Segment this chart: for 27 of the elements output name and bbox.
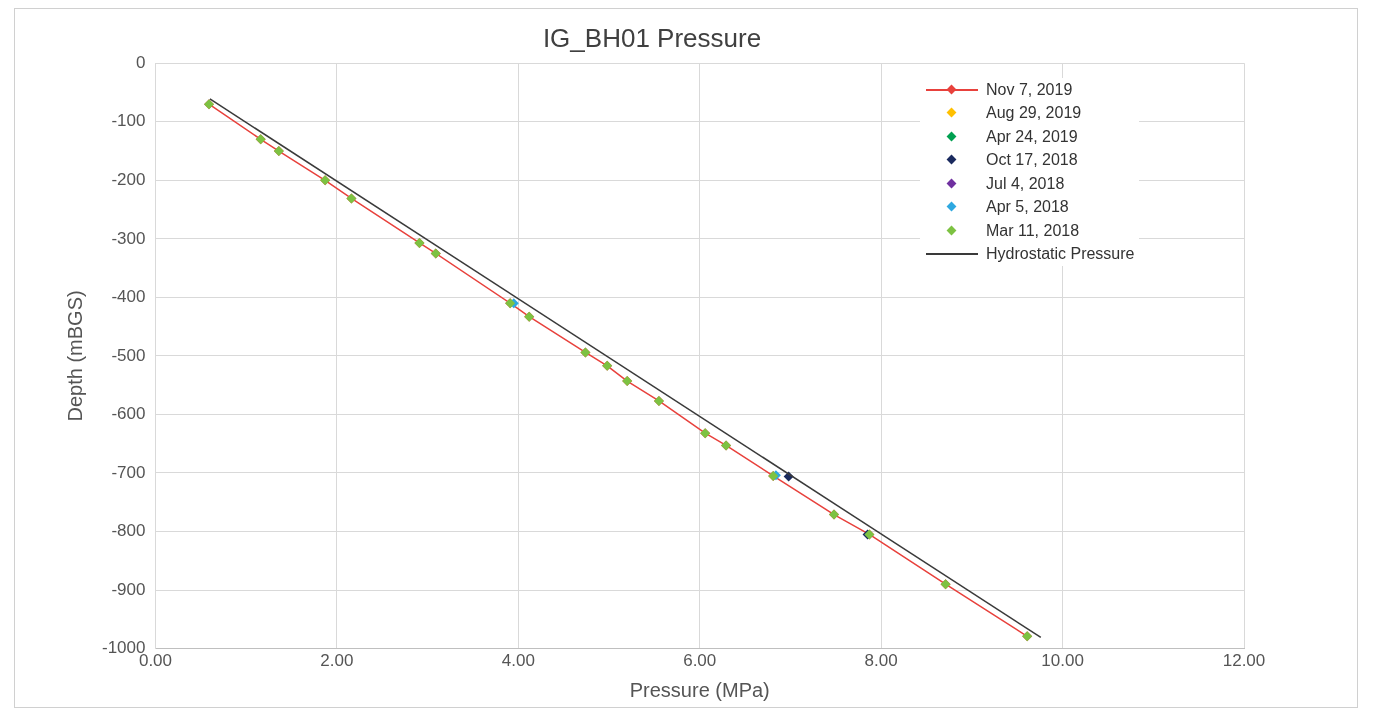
- y-tick-label: -100: [111, 111, 146, 131]
- x-tick-label: 4.00: [501, 651, 535, 671]
- x-tick-label: 10.00: [1041, 651, 1084, 671]
- y-tick-label: -800: [111, 521, 146, 541]
- legend-label: Aug 29, 2019: [986, 104, 1082, 123]
- x-tick-label: 8.00: [864, 651, 898, 671]
- y-tick-label: -400: [111, 287, 146, 307]
- legend-label: Oct 17, 2018: [986, 151, 1078, 170]
- x-tick-label: 12.00: [1222, 651, 1266, 671]
- y-tick-label: -300: [111, 228, 146, 248]
- legend-label: Nov 7, 2019: [986, 80, 1073, 99]
- y-tick-label: -700: [111, 462, 146, 482]
- y-tick-label: -500: [111, 345, 146, 365]
- x-axis-title: Pressure (MPa): [629, 678, 770, 701]
- legend-label: Hydrostatic Pressure: [986, 245, 1135, 264]
- y-tick-label: 0: [136, 52, 146, 72]
- x-tick-label: 6.00: [683, 651, 717, 671]
- legend-label: Apr 24, 2019: [986, 127, 1078, 146]
- legend-label: Jul 4, 2018: [986, 174, 1065, 193]
- x-tick-label: 2.00: [320, 651, 354, 671]
- y-axis-title: Depth (mBGS): [63, 290, 86, 422]
- legend-label: Mar 11, 2018: [986, 221, 1080, 240]
- y-tick-label: -900: [111, 579, 146, 599]
- legend-label: Apr 5, 2018: [986, 198, 1069, 217]
- y-tick-label: -200: [111, 169, 146, 189]
- y-tick-label: -600: [111, 404, 146, 424]
- chart-title: IG_BH01 Pressure: [542, 22, 762, 53]
